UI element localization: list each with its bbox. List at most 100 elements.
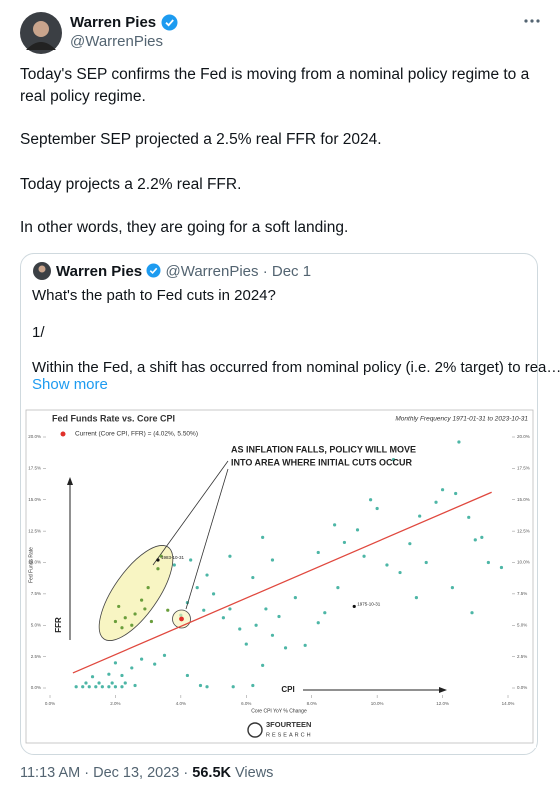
quote-text: What's the path to Fed cuts in 2024?	[32, 287, 276, 304]
scatter-point	[454, 491, 458, 496]
author-handle[interactable]: @WarrenPies	[70, 33, 164, 50]
scatter-point	[202, 608, 206, 612]
x-tick-label: 2.0%	[110, 701, 120, 706]
scatter-point	[107, 685, 111, 689]
verified-badge	[146, 263, 161, 278]
scatter-point	[231, 685, 235, 689]
scatter-point	[316, 550, 320, 555]
tweet-text: Today's SEP confirms the Fed is moving f…	[20, 66, 530, 105]
scatter-point	[424, 560, 428, 565]
legend-label: Current (Core CPI, FFR) = (4.02%, 5.50%)	[75, 431, 198, 438]
scatter-point	[244, 642, 248, 646]
scatter-point	[153, 662, 157, 666]
scatter-point	[228, 554, 232, 558]
scatter-point	[120, 626, 124, 630]
scatter-point	[254, 623, 258, 627]
separator: ·	[84, 765, 90, 781]
scatter-point	[303, 643, 307, 647]
chart-subtitle: Monthly Frequency 1971-01-31 to 2023-10-…	[395, 416, 528, 423]
author-name[interactable]: Warren Pies	[70, 14, 157, 31]
labeled-point	[352, 604, 356, 609]
current-point	[179, 616, 184, 622]
scatter-point	[391, 457, 396, 462]
x-tick-label: 6.0%	[241, 701, 251, 706]
y-tick-label: 17.5%	[28, 466, 41, 471]
quote-text: 1/	[32, 324, 45, 341]
separator: ·	[183, 765, 189, 781]
avatar[interactable]	[20, 12, 62, 54]
y-tick-label: 12.5%	[28, 528, 41, 533]
scatter-point	[355, 528, 360, 532]
scatter-point	[336, 586, 340, 590]
y-tick-label: 7.5%	[517, 591, 527, 596]
date[interactable]: Dec 13, 2023	[93, 765, 180, 781]
scatter-point	[316, 621, 320, 625]
scatter-point	[473, 538, 477, 542]
y-tick-label: 12.5%	[517, 528, 530, 533]
scatter-point	[362, 554, 366, 558]
labeled-point	[156, 558, 160, 562]
scatter-point	[117, 604, 121, 609]
scatter-point	[486, 560, 490, 565]
scatter-point	[120, 685, 124, 689]
scatter-point	[140, 657, 144, 661]
x-tick-label: 8.0%	[307, 701, 317, 706]
y-tick-label: 7.5%	[31, 591, 41, 596]
scatter-point	[221, 616, 225, 620]
scatter-point	[251, 575, 255, 580]
scatter-point	[130, 623, 134, 627]
scatter-point	[375, 506, 379, 511]
scatter-point	[480, 535, 484, 539]
y-tick-label: 10.0%	[517, 560, 530, 565]
trend-line	[72, 491, 492, 674]
x-arrow-label: CPI	[281, 685, 294, 694]
scatter-point	[270, 633, 275, 637]
x-arrowhead	[439, 687, 447, 693]
scatter-point	[261, 663, 265, 668]
y-tick-label: 5.0%	[31, 622, 41, 627]
scatter-point	[414, 596, 418, 600]
more-button[interactable]	[523, 18, 541, 24]
x-tick-label: 4.0%	[176, 701, 186, 706]
scatter-point	[120, 673, 124, 678]
x-tick-label: 0.0%	[45, 701, 55, 706]
scatter-point	[189, 558, 193, 562]
y-tick-label: 17.5%	[517, 466, 530, 471]
chart-title: Fed Funds Rate vs. Core CPI	[52, 413, 175, 423]
quote-avatar	[33, 262, 51, 280]
scatter-point	[342, 540, 347, 545]
y-tick-label: 10.0%	[28, 560, 41, 565]
quote-date: Dec 1	[271, 263, 312, 280]
scatter-point	[166, 608, 170, 612]
scatter-point	[185, 673, 189, 678]
x-tick-label: 10.0%	[371, 701, 384, 706]
scatter-point	[440, 488, 445, 492]
view-count: 56.5K	[192, 765, 231, 781]
scatter-point	[283, 646, 288, 650]
scatter-point	[133, 612, 137, 616]
scatter-point	[107, 672, 111, 676]
chart-frame	[25, 409, 534, 744]
annotation-arrow	[152, 460, 229, 566]
annotation-arrow	[185, 468, 229, 610]
scatter-point	[94, 685, 98, 689]
scatter-point	[270, 558, 275, 562]
show-more[interactable]: Show more	[32, 376, 108, 393]
quoted-tweet[interactable]	[20, 253, 538, 755]
y-tick-label: 20.0%	[28, 434, 41, 439]
x-tick-label: 14.0%	[502, 701, 515, 706]
quote-author: Warren Pies	[56, 263, 143, 280]
scatter-point	[211, 592, 216, 596]
scatter-point	[264, 607, 268, 611]
y-tick-label: 15.0%	[28, 497, 41, 502]
timestamp[interactable]: 11:13 AM	[20, 765, 81, 781]
y-arrowhead	[67, 477, 73, 485]
scatter-point	[198, 683, 203, 688]
tweet-text: September SEP projected a 2.5% real FFR …	[20, 131, 382, 148]
scatter-point	[277, 614, 281, 619]
scatter-point	[100, 685, 104, 689]
y-tick-label: 15.0%	[517, 497, 530, 502]
scatter-point	[408, 542, 412, 546]
quote-handle: @WarrenPies	[165, 263, 259, 280]
scatter-point	[457, 440, 461, 444]
